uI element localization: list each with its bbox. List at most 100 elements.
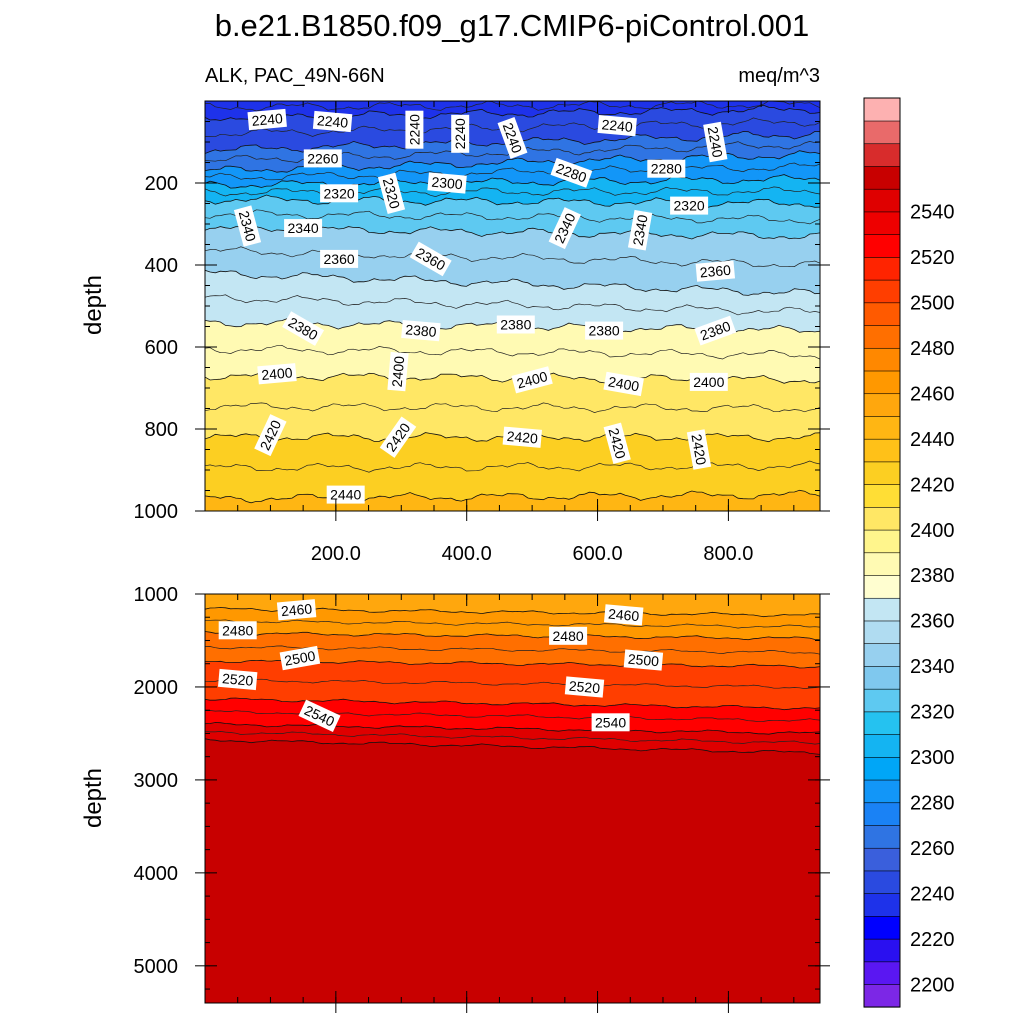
contour-label-bg: [603, 422, 631, 464]
colorbar-box: [863, 733, 901, 758]
contour-label: 2380: [401, 319, 441, 342]
contour-label-text: 2320: [674, 198, 705, 214]
contour-label-bg: [550, 157, 593, 188]
contour-label-text: 2260: [307, 150, 338, 166]
contour-label-bg: [496, 315, 535, 334]
colorbar-box: [863, 665, 901, 690]
contour-label: 2240: [451, 114, 470, 153]
contour-label: 2400: [257, 363, 297, 385]
contour-label-text: 2240: [251, 110, 284, 129]
contour-label-text: 2520: [568, 678, 601, 697]
contour-label-bg: [233, 205, 262, 247]
contour-label-bg: [686, 429, 712, 470]
panel-units-label: meq/m^3: [738, 65, 820, 87]
contour-label-bg: [603, 604, 644, 626]
colorbar-box: [863, 506, 901, 531]
contour-label: 2420: [603, 422, 631, 464]
colorbar-box: [863, 324, 901, 349]
band-fill: [205, 738, 820, 1003]
x-tick-label: 200.0: [311, 543, 361, 565]
contour-label-text: 2380: [589, 323, 620, 339]
contour-label-text: 2440: [330, 487, 361, 503]
contour-label: 2420: [502, 426, 543, 448]
contour-line: [205, 209, 820, 225]
contour-label-text: 2340: [288, 220, 319, 236]
contour-line: [205, 619, 820, 629]
contour-label-bg: [312, 110, 353, 133]
colorbar-box: [863, 802, 901, 826]
contour-label: 2480: [549, 626, 588, 645]
colorbar-box: [863, 643, 901, 667]
colorbar-box: [863, 188, 901, 213]
contour-label-bg: [279, 645, 321, 671]
colorbar: 2540 2520 2500 2480 2460 2440 2420 2400 2380 2360…: [863, 97, 955, 1008]
contour-label-text: 2400: [389, 355, 408, 388]
contour-label-bg: [694, 315, 737, 346]
contour-label: 2300: [427, 172, 467, 194]
contour-label-text: 2480: [222, 622, 253, 638]
contour-label-text: 2500: [283, 647, 317, 668]
contour-label-text: 2240: [406, 114, 422, 145]
contour-label-bg: [409, 241, 452, 277]
band-fill: [205, 490, 820, 511]
contour-label-text: 2480: [553, 628, 584, 644]
colorbar-box: [863, 302, 901, 326]
y-tick-label: 4000: [134, 863, 179, 885]
colorbar-box: [863, 347, 901, 372]
contour-line: [205, 344, 820, 360]
contour-label-text: 2320: [380, 176, 404, 210]
contour-label: 2500: [279, 645, 321, 671]
contour-label-bg: [377, 172, 406, 214]
colorbar-label: 2400: [910, 520, 955, 542]
colorbar-label: 2280: [910, 793, 955, 815]
contour-label-bg: [282, 311, 325, 346]
contour-label: 2460: [603, 604, 644, 626]
colorbar-box: [863, 211, 901, 235]
colorbar-label: 2320: [910, 702, 955, 724]
colorbar-box: [863, 97, 901, 122]
contour-label-bg: [695, 260, 736, 282]
contour-label: 2240: [312, 110, 353, 133]
contour-label-bg: [320, 249, 359, 268]
colorbar-label: 2240: [910, 883, 955, 905]
contour-line: [205, 730, 820, 745]
colorbar-label: 2380: [910, 565, 955, 587]
contour-label: 2320: [377, 172, 406, 214]
colorbar-box: [863, 893, 901, 917]
colorbar-box: [863, 688, 901, 713]
colorbar-box: [863, 620, 901, 644]
contour-label-text: 2240: [601, 116, 634, 135]
contour-line: [205, 174, 820, 189]
contour-label: 2400: [511, 366, 553, 394]
contour-line: [205, 101, 820, 112]
contour-label: 2360: [695, 260, 736, 282]
y-tick-label: 800: [145, 419, 178, 441]
contour-label-bg: [497, 116, 528, 159]
contour-label-text: 2340: [630, 213, 651, 247]
contour-label-bg: [603, 371, 644, 397]
contour-label-bg: [427, 172, 467, 194]
contour-label: 2400: [387, 351, 409, 392]
colorbar-box: [863, 256, 901, 281]
colorbar-box: [863, 370, 901, 395]
colorbar-box: [863, 120, 901, 145]
lower-y-axis-label: depth: [80, 768, 107, 828]
colorbar-box: [863, 279, 901, 304]
contour-label-bg: [597, 114, 637, 137]
y-tick-label: 600: [145, 337, 178, 359]
contour-label-text: 2460: [280, 600, 313, 619]
contour-line: [205, 631, 820, 641]
contour-label-text: 2540: [595, 714, 626, 730]
contour-label: 2400: [603, 371, 644, 397]
contour-label-bg: [303, 149, 342, 168]
contour-label: 2520: [564, 676, 605, 698]
colorbar-box: [863, 415, 901, 440]
contour-label-text: 2460: [607, 606, 640, 625]
contour-line: [205, 722, 820, 735]
contour-label-bg: [502, 426, 543, 448]
colorbar-box: [863, 983, 901, 1008]
contour-label-bg: [217, 668, 258, 691]
